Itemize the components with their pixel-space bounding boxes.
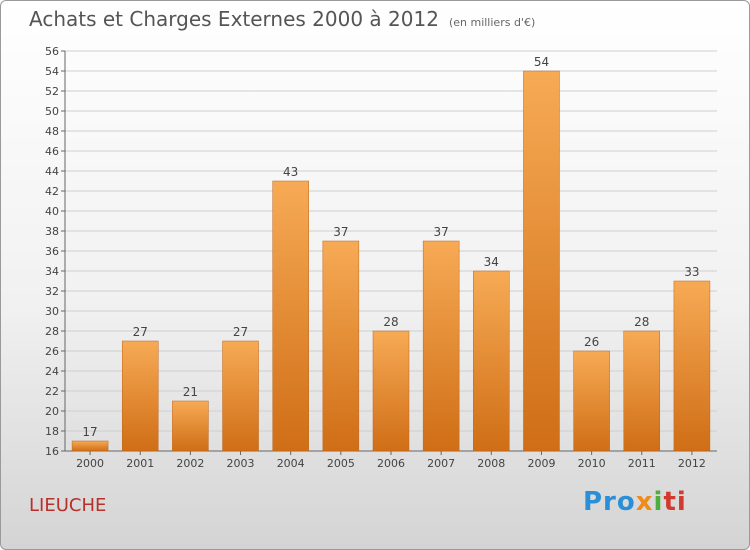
data-label-2002: 21 <box>183 385 198 399</box>
y-tick-label: 54 <box>45 65 59 78</box>
y-tick-label: 26 <box>45 345 59 358</box>
bar-2006 <box>372 330 410 452</box>
y-tick-label: 46 <box>45 145 59 158</box>
y-tick-label: 38 <box>45 225 59 238</box>
y-tick-label: 56 <box>45 45 59 58</box>
x-tick-label-2011: 2011 <box>628 457 656 470</box>
x-tick-label-2007: 2007 <box>427 457 455 470</box>
proxiti-logo: Proxiti <box>583 487 687 517</box>
y-tick-label: 36 <box>45 245 59 258</box>
bar-2005 <box>322 240 360 452</box>
data-label-2003: 27 <box>233 325 248 339</box>
x-tick-label-2010: 2010 <box>578 457 606 470</box>
y-tick-label: 50 <box>45 105 59 118</box>
y-tick-label: 32 <box>45 285 59 298</box>
bar-2002 <box>172 400 209 452</box>
data-label-2011: 28 <box>634 315 649 329</box>
logo-part-3: i <box>653 487 664 517</box>
bar-2000 <box>71 440 109 452</box>
logo-part-2: x <box>635 487 654 517</box>
data-label-2004: 43 <box>283 165 298 179</box>
x-tick-label-2002: 2002 <box>176 457 204 470</box>
bar-2008 <box>473 270 510 452</box>
y-tick-label: 30 <box>45 305 59 318</box>
y-tick-label: 34 <box>45 265 59 278</box>
data-label-2000: 17 <box>82 425 97 439</box>
y-tick-label: 24 <box>45 365 59 378</box>
chart-title-text: Achats et Charges Externes 2000 à 2012 <box>29 7 439 31</box>
chart-title: Achats et Charges Externes 2000 à 2012 (e… <box>29 7 535 31</box>
y-tick-label: 40 <box>45 205 59 218</box>
y-tick-label: 44 <box>45 165 59 178</box>
data-label-2001: 27 <box>133 325 148 339</box>
y-tick-label: 52 <box>45 85 59 98</box>
y-tick-label: 28 <box>45 325 59 338</box>
x-tick-label-2012: 2012 <box>678 457 706 470</box>
chart-subtitle: (en milliers d'€) <box>448 16 536 29</box>
x-tick-label-2004: 2004 <box>277 457 305 470</box>
x-tick-label-2000: 2000 <box>76 457 104 470</box>
data-label-2006: 28 <box>383 315 398 329</box>
data-label-2009: 54 <box>534 55 549 69</box>
bar-2010 <box>573 350 610 452</box>
logo-part-1: Pro <box>583 487 636 517</box>
x-tick-label-2008: 2008 <box>477 457 505 470</box>
bar-2004 <box>272 180 309 452</box>
logo-part-4: ti <box>663 487 687 517</box>
x-tick-label-2003: 2003 <box>227 457 255 470</box>
y-tick-label: 16 <box>45 445 59 458</box>
bar-2012 <box>673 280 711 452</box>
data-label-2008: 34 <box>484 255 499 269</box>
data-label-2005: 37 <box>333 225 348 239</box>
bar-2003 <box>222 340 259 452</box>
x-tick-label-2001: 2001 <box>126 457 154 470</box>
x-tick-label-2005: 2005 <box>327 457 355 470</box>
y-tick-label: 18 <box>45 425 59 438</box>
data-label-2012: 33 <box>684 265 699 279</box>
data-label-2010: 26 <box>584 335 599 349</box>
data-label-2007: 37 <box>434 225 449 239</box>
y-tick-label: 48 <box>45 125 59 138</box>
x-tick-label-2006: 2006 <box>377 457 405 470</box>
y-tick-label: 20 <box>45 405 59 418</box>
y-tick-label: 42 <box>45 185 59 198</box>
bar-2007 <box>422 240 460 452</box>
bar-2011 <box>623 330 661 452</box>
bar-2009 <box>523 70 560 452</box>
x-tick-label-2009: 2009 <box>527 457 555 470</box>
bar-2001 <box>121 340 159 452</box>
city-name: LIEUCHE <box>29 495 107 516</box>
y-tick-label: 22 <box>45 385 59 398</box>
